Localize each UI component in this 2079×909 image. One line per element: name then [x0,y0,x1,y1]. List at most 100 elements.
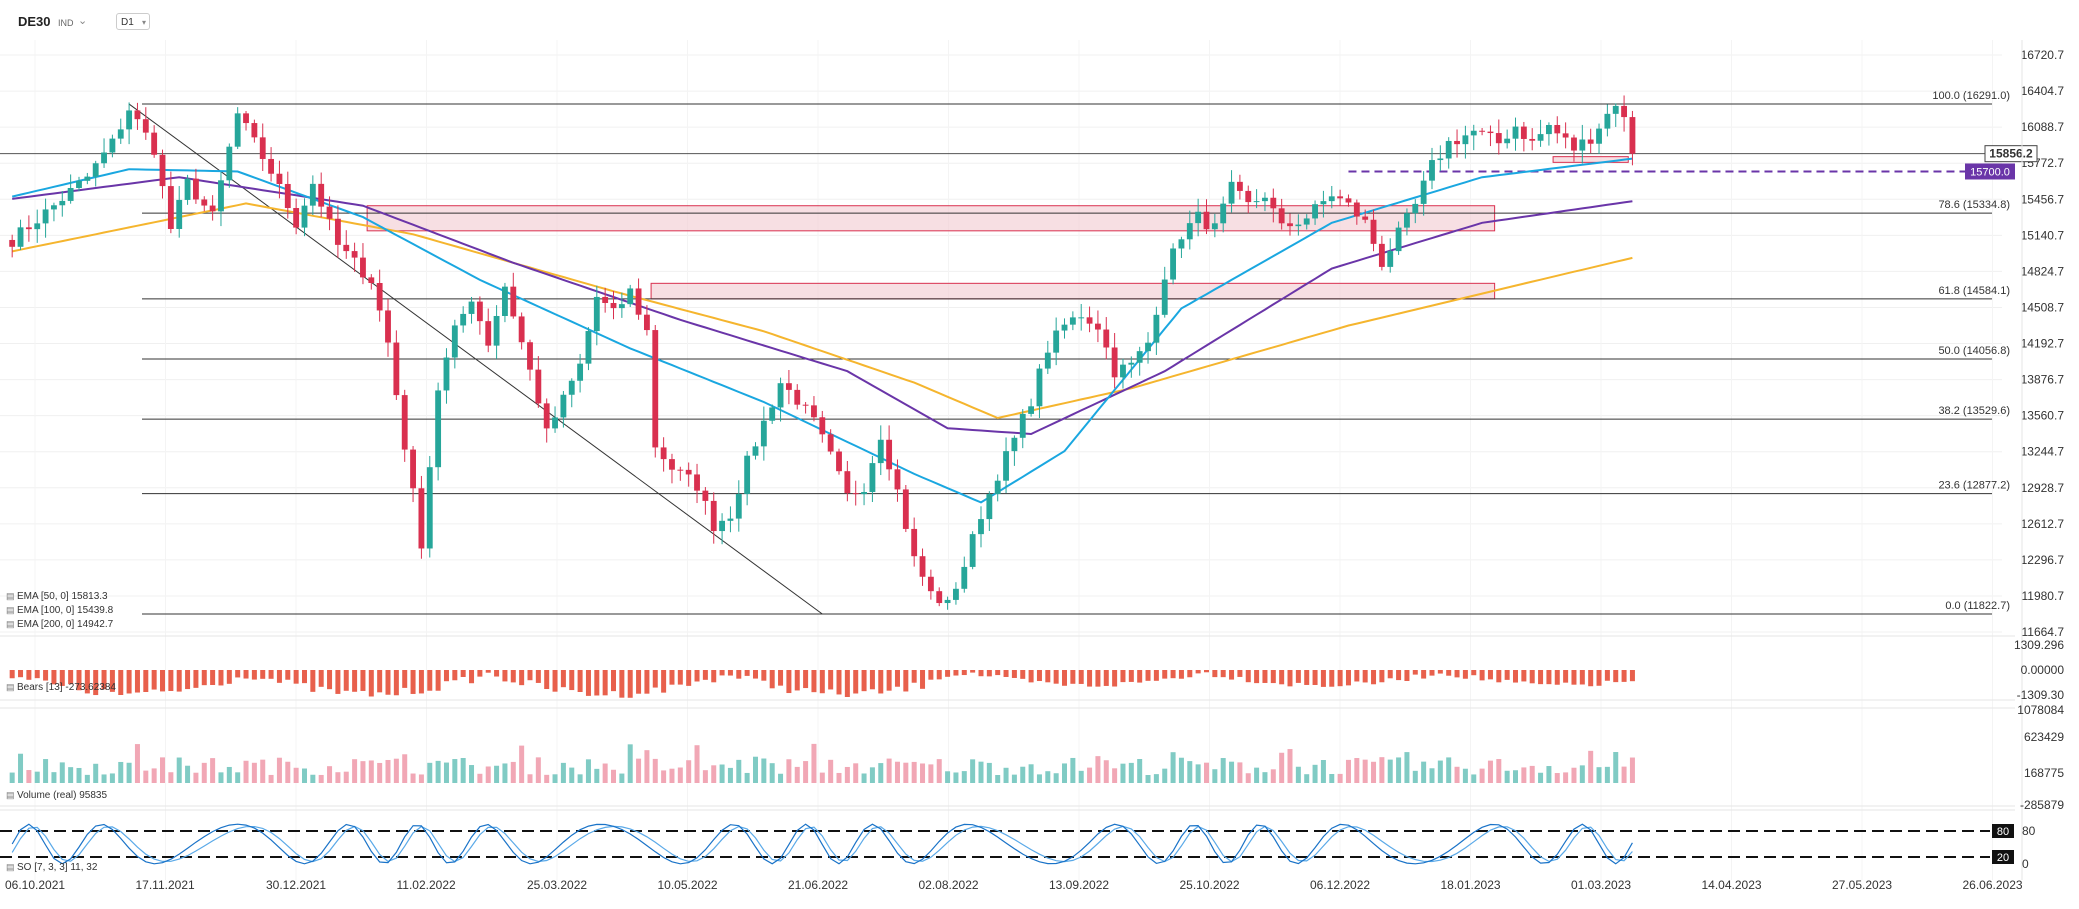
candle-body [752,446,759,456]
candle-body [568,380,575,395]
candle [1378,235,1385,271]
candle [343,230,350,259]
x-tick-label: 25.10.2022 [1180,878,1240,892]
x-tick-label: 02.08.2022 [919,878,979,892]
candle-body [802,404,809,406]
candle-body [902,489,909,529]
candle-body [844,471,851,494]
candle [944,596,951,610]
candle-body [1028,406,1035,414]
candle-body [685,469,692,475]
symbol-dropdown-icon[interactable]: ⌄ [78,15,88,27]
symbol-label[interactable]: DE30 [18,14,51,29]
y-tick-label: 1078084 [2017,703,2064,717]
candle-body [460,313,467,326]
candle [994,474,1001,502]
x-tick-label: 11.02.2022 [397,878,456,892]
candle-body [702,490,709,501]
x-tick-label: 21.06.2022 [788,878,848,892]
candle-body [1545,124,1552,135]
x-tick-label: 13.09.2022 [1049,878,1109,892]
indicator-settings-icon[interactable]: ▤ [6,790,15,800]
candle-body [17,227,24,247]
candle [1420,171,1427,216]
indicator-settings-icon[interactable]: ▤ [6,619,15,629]
candle-body [1136,351,1143,363]
candle-body [518,316,525,343]
legend-bears[interactable]: ▤ Bears [13] -273.62384 [6,682,116,693]
candle-body [234,113,241,147]
legend-ema100[interactable]: ▤ EMA [100, 0] 15439.8 [6,605,113,616]
candle [1086,306,1093,333]
candle [518,312,525,350]
candle-body [1370,219,1377,244]
candle [1554,116,1561,144]
candle-body [936,591,943,604]
legend-volume[interactable]: ▤ Volume (real) 95835 [6,790,107,801]
candle-body [727,518,734,521]
candle-body [894,469,901,490]
timeframe-select[interactable]: D1 ▾ [116,13,150,30]
candle-body [268,158,275,174]
candle [1571,134,1577,162]
indicator-settings-icon[interactable]: ▤ [6,862,15,872]
candle-body [426,467,433,549]
x-tick-label: 25.03.2022 [527,878,587,892]
candle [67,174,74,204]
candle-body [502,286,508,316]
candle [552,406,558,433]
y-tick-label: 14508.7 [2021,300,2065,314]
indicator-settings-icon[interactable]: ▤ [6,605,15,615]
x-tick-label: 10.05.2022 [658,878,718,892]
candle-body [1629,117,1636,154]
candle [1245,185,1252,214]
candle-body [1378,243,1385,267]
x-tick-label: 06.12.2022 [1310,878,1370,892]
candle [42,198,49,238]
candle [785,369,792,405]
candle-body [1236,181,1243,191]
candle-body [51,205,57,210]
x-tick-label: 17.11.2021 [136,878,195,892]
legend-so[interactable]: ▤ SO [7, 3, 3] 11, 32 [6,862,97,873]
candle-body [101,152,107,164]
candle [1186,210,1193,250]
fib-level-label: 100.0 (16291.0) [1932,90,2010,102]
candle [1011,435,1018,466]
candle-body [669,459,675,470]
indicator-settings-icon[interactable]: ▤ [6,682,15,692]
candle [251,119,258,143]
candle-body [1003,451,1009,481]
y-tick-label: 14192.7 [2021,337,2065,351]
candle [1504,129,1511,149]
candle [660,437,667,472]
candle-body [1437,158,1444,161]
candle [1120,358,1126,389]
candle [159,149,166,199]
candle-body [284,183,291,209]
legend-ema200[interactable]: ▤ EMA [200, 0] 14942.7 [6,619,113,630]
candle [568,378,575,408]
candle-body [1303,218,1310,225]
candle [819,410,826,443]
candle-body [418,488,425,549]
candle [393,330,400,400]
candle-body [351,251,358,258]
indicator-settings-icon[interactable]: ▤ [6,591,15,601]
y-tick-label: 16404.7 [2021,84,2065,98]
candle-body [535,369,542,404]
current-price-label: 15856.2 [1989,147,2033,161]
candle-body [1320,201,1327,205]
candle [894,459,901,502]
candle-body [994,480,1001,495]
legend-ema50[interactable]: ▤ EMA [50, 0] 15813.3 [6,591,108,602]
candle-body [836,451,842,472]
candle-body [1262,197,1268,202]
candle-body [969,534,976,567]
candle [51,202,57,222]
candle [1404,208,1410,236]
candle [1445,137,1452,169]
candle-body [151,132,158,155]
candle [184,174,191,205]
